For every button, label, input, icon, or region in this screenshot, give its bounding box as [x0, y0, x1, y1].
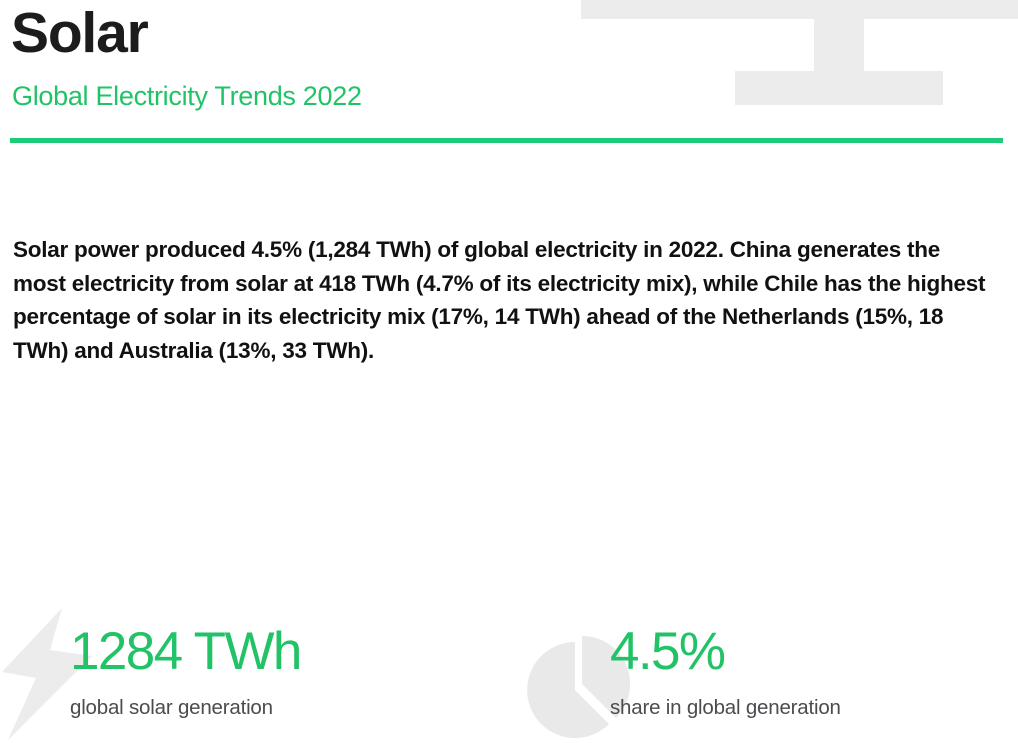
stat-value-share: 4.5%	[610, 622, 726, 681]
header-divider	[10, 138, 1003, 143]
logo-mark-stem	[814, 19, 864, 72]
summary-paragraph: Solar power produced 4.5% (1,284 TWh) of…	[13, 237, 986, 363]
stat-value-generation: 1284 TWh	[70, 622, 302, 681]
stat-block-generation: 1284 TWh global solar generation	[0, 600, 500, 743]
logo-mark-lower-bar	[735, 71, 943, 105]
page-subtitle: Global Electricity Trends 2022	[12, 81, 362, 111]
stats-row: 1284 TWh global solar generation 4.5% sh…	[0, 600, 1018, 743]
page-title: Solar	[11, 1, 149, 65]
stat-block-share: 4.5% share in global generation	[520, 600, 1018, 743]
stat-caption-generation: global solar generation	[70, 696, 273, 719]
stat-caption-share: share in global generation	[610, 696, 841, 719]
logo-mark-top-bar	[581, 0, 1018, 19]
